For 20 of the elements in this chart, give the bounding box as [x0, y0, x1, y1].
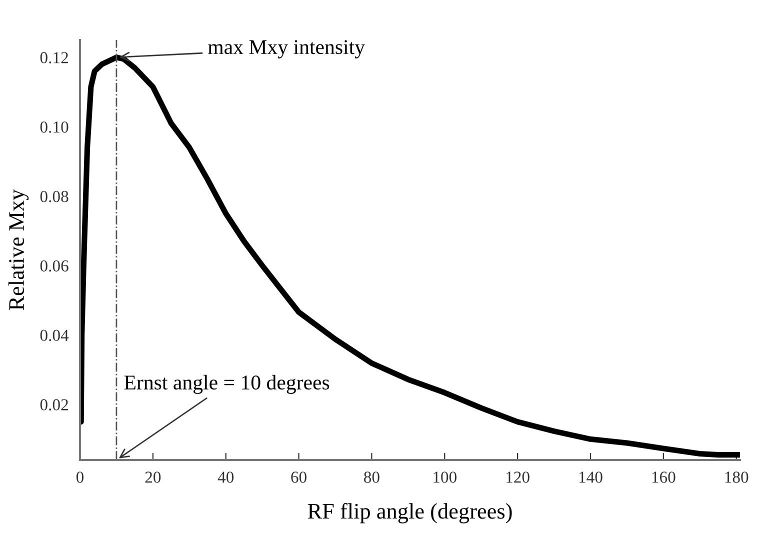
- x-tick-label: 100: [434, 472, 457, 483]
- x-tick-label: 80: [364, 472, 380, 483]
- x-tick-label: 140: [579, 472, 602, 483]
- x-tick-label: 180: [725, 472, 748, 483]
- x-tick-label: 120: [506, 472, 530, 483]
- y-tick-label: 0.10: [40, 121, 68, 133]
- x-tick-label: 160: [652, 472, 676, 483]
- x-tick-label: 60: [291, 472, 306, 483]
- y-tick-label: 0.04: [40, 330, 69, 342]
- y-tick-label: 0.06: [40, 260, 68, 272]
- annotation: Ernst angle = 10 degrees: [124, 374, 330, 394]
- annotation: max Mxy intensity: [208, 40, 365, 58]
- y-tick-label: 0.08: [40, 190, 68, 202]
- y-axis-title: Relative Mxy: [8, 189, 29, 310]
- x-tick-label: 0: [76, 472, 84, 483]
- y-tick-label: 0.12: [40, 52, 68, 64]
- x-tick-label: 40: [218, 472, 234, 483]
- x-axis-title: RF flip angle (degrees): [308, 502, 512, 524]
- y-tick-label: 0.02: [40, 399, 68, 410]
- x-tick-label: 20: [145, 472, 161, 483]
